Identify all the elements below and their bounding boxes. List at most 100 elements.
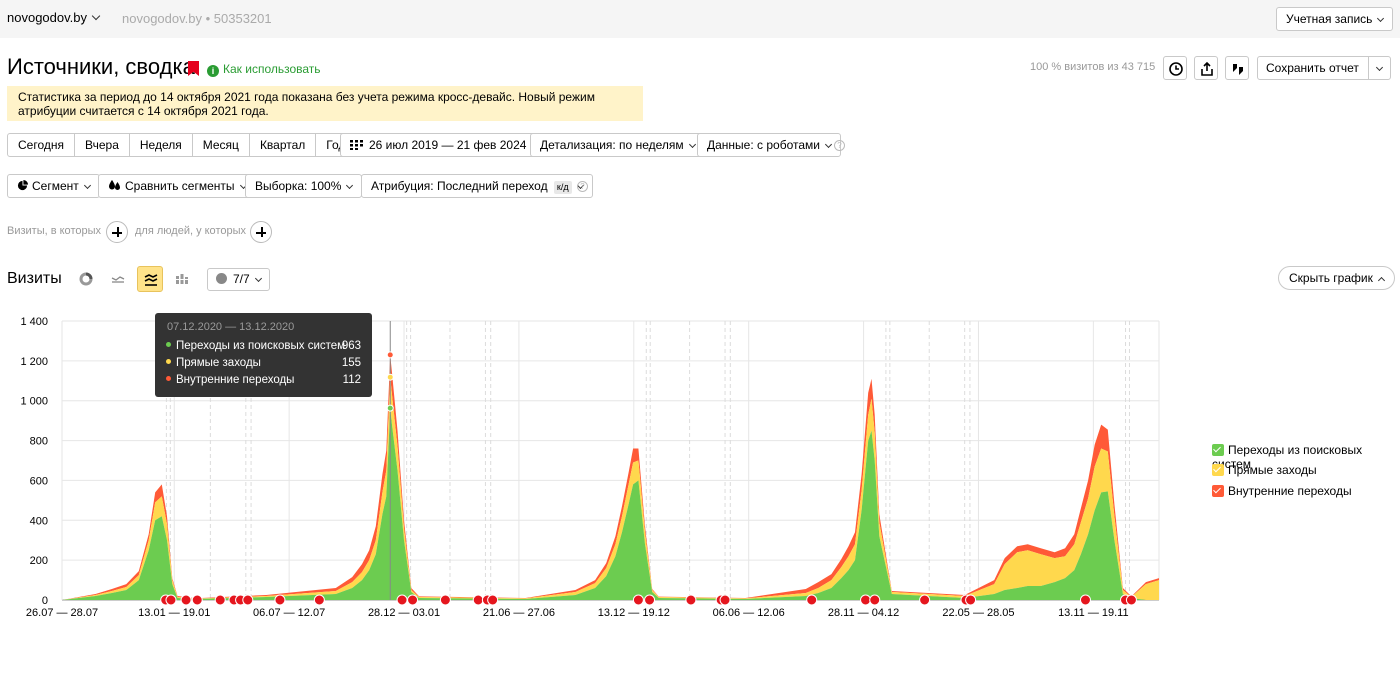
date-range-button[interactable]: 26 июл 2019 — 21 фев 2024 bbox=[340, 133, 537, 157]
chevron-up-icon bbox=[1377, 276, 1385, 285]
api-button[interactable] bbox=[1225, 56, 1249, 80]
tooltip-dot bbox=[166, 376, 171, 381]
attribution-warning: Статистика за период до 14 октября 2021 … bbox=[7, 86, 643, 121]
add-visit-condition-button[interactable] bbox=[106, 221, 128, 243]
period-month[interactable]: Месяц bbox=[193, 134, 250, 156]
chevron-down-icon bbox=[1377, 14, 1385, 23]
legend-checkbox-internal[interactable] bbox=[1212, 485, 1224, 497]
chevron-down-icon bbox=[83, 181, 91, 190]
x-tick-label: 13.11 — 19.11 bbox=[1058, 607, 1129, 619]
counter-site: novogodov.by bbox=[122, 11, 202, 26]
chart-tooltip: 07.12.2020 — 13.12.2020 Переходы из поис… bbox=[155, 313, 372, 397]
y-axis-ticks: 0 200 400 600 800 1 000 1 200 1 400 bbox=[20, 316, 48, 607]
series-count: 7/7 bbox=[233, 272, 250, 286]
hide-chart-label: Скрыть график bbox=[1289, 271, 1373, 285]
account-button[interactable]: Учетная запись bbox=[1276, 7, 1394, 31]
legend-checkbox-search[interactable] bbox=[1212, 444, 1224, 456]
visits-share: 100 % визитов из 43 715 bbox=[1030, 61, 1156, 73]
holiday-marker bbox=[685, 594, 697, 606]
legend-label-direct: Прямые заходы bbox=[1228, 463, 1317, 477]
pie-chart-toggle[interactable] bbox=[73, 266, 99, 292]
stacked-area-toggle[interactable] bbox=[137, 266, 163, 292]
legend-checkbox-direct[interactable] bbox=[1212, 464, 1224, 476]
hover-point bbox=[386, 351, 394, 359]
holiday-marker bbox=[242, 594, 254, 606]
sample-dropdown[interactable]: Выборка: 100% bbox=[245, 174, 363, 198]
people-condition-label: для людей, у которых bbox=[135, 225, 246, 237]
x-axis-ticks: 26.07 — 28.07 13.01 — 19.01 06.07 — 12.07 2… bbox=[26, 607, 1129, 619]
holiday-marker bbox=[439, 594, 451, 606]
chevron-down-icon bbox=[688, 140, 696, 149]
bookmark-icon[interactable] bbox=[188, 61, 199, 76]
x-tick-label: 28.12 — 03.01 bbox=[368, 607, 440, 619]
stacked-bar-icon bbox=[176, 274, 188, 284]
area-series bbox=[62, 408, 1159, 600]
help-icon[interactable]: ? bbox=[834, 140, 845, 151]
save-report-label: Сохранить отчет bbox=[1266, 61, 1359, 75]
sample-label: Выборка: 100% bbox=[255, 179, 342, 193]
attribution-dropdown[interactable]: Атрибуция: Последний переход к/д bbox=[361, 174, 593, 198]
visits-condition-label: Визиты, в которых bbox=[7, 225, 101, 237]
tooltip-row-internal: Внутренние переходы 112 bbox=[166, 373, 361, 387]
y-tick-label: 1 200 bbox=[20, 356, 48, 368]
attribution-badge: к/д bbox=[553, 181, 572, 194]
holiday-marker bbox=[1125, 594, 1137, 606]
chevron-down-icon[interactable] bbox=[1376, 63, 1384, 72]
chevron-down-icon bbox=[824, 140, 833, 149]
period-yesterday[interactable]: Вчера bbox=[75, 134, 130, 156]
tooltip-dot bbox=[166, 342, 171, 347]
export-button[interactable] bbox=[1194, 56, 1218, 80]
holiday-marker bbox=[396, 594, 408, 606]
compare-segments-button[interactable]: Сравнить сегменты bbox=[98, 174, 256, 198]
holiday-marker bbox=[407, 594, 419, 606]
hover-point bbox=[386, 404, 394, 412]
detail-dropdown[interactable]: Детализация: по неделям bbox=[530, 133, 705, 157]
legend-internal[interactable]: Внутренние переходы bbox=[1212, 484, 1352, 498]
legend-search[interactable]: Переходы из поисковых систем bbox=[1212, 443, 1400, 471]
holiday-marker bbox=[472, 594, 484, 606]
pie-icon bbox=[79, 272, 93, 286]
chevron-down-icon bbox=[254, 274, 262, 283]
x-tick-label: 06.07 — 12.07 bbox=[253, 607, 325, 619]
period-selector: Сегодня Вчера Неделя Месяц Квартал Год bbox=[7, 133, 357, 157]
holiday-marker bbox=[191, 594, 203, 606]
holiday-marker bbox=[165, 594, 177, 606]
holiday-marker bbox=[1079, 594, 1091, 606]
site-selector[interactable]: novogodov.by bbox=[7, 10, 101, 25]
legend-direct[interactable]: Прямые заходы bbox=[1212, 463, 1317, 477]
holiday-marker bbox=[487, 594, 499, 606]
series-selector[interactable]: 7/7 bbox=[207, 268, 270, 291]
tooltip-dot bbox=[166, 359, 171, 364]
info-icon: i bbox=[207, 65, 219, 77]
holiday-marker bbox=[313, 594, 325, 606]
tooltip-date: 07.12.2020 — 13.12.2020 bbox=[167, 321, 295, 333]
y-tick-label: 400 bbox=[30, 515, 48, 527]
help-icon[interactable]: ? bbox=[577, 181, 588, 192]
save-report-button[interactable]: Сохранить отчет bbox=[1257, 56, 1392, 80]
add-people-condition-button[interactable] bbox=[250, 221, 272, 243]
segment-button[interactable]: Сегмент bbox=[7, 174, 100, 198]
x-tick-label: 26.07 — 28.07 bbox=[26, 607, 98, 619]
segment-label: Сегмент bbox=[32, 179, 79, 193]
how-to-use-link[interactable]: i Как использовать bbox=[207, 62, 321, 77]
hide-chart-button[interactable]: Скрыть график bbox=[1278, 266, 1395, 290]
y-tick-label: 0 bbox=[42, 595, 48, 607]
history-button[interactable] bbox=[1163, 56, 1187, 80]
holiday-marker bbox=[919, 594, 931, 606]
attribution-label: Атрибуция: Последний переход bbox=[371, 179, 548, 193]
page-title: Источники, сводка bbox=[7, 54, 195, 79]
calendar-icon bbox=[350, 140, 363, 150]
line-chart-toggle[interactable] bbox=[105, 266, 131, 292]
period-today[interactable]: Сегодня bbox=[8, 134, 75, 156]
event-markers bbox=[160, 594, 1137, 606]
holiday-marker bbox=[180, 594, 192, 606]
holiday-marker bbox=[235, 594, 247, 606]
period-quarter[interactable]: Квартал bbox=[250, 134, 317, 156]
y-tick-label: 600 bbox=[30, 475, 48, 487]
chevron-down-icon bbox=[91, 11, 101, 21]
data-dropdown[interactable]: Данные: с роботами bbox=[697, 133, 841, 157]
tooltip-row-value: 155 bbox=[341, 357, 361, 369]
period-week[interactable]: Неделя bbox=[130, 134, 193, 156]
bar-chart-toggle[interactable] bbox=[169, 266, 195, 292]
holiday-marker bbox=[1120, 594, 1132, 606]
